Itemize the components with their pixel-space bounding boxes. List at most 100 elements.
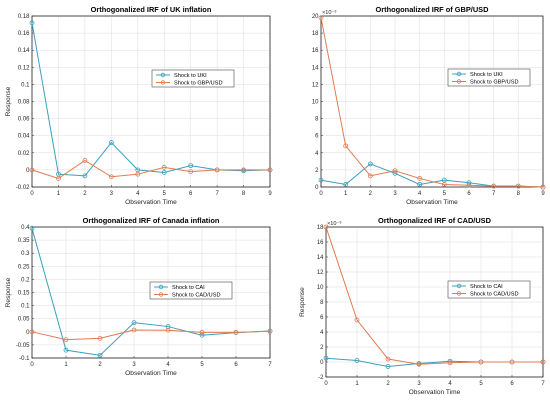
x-axis-label: Observation Time [409,389,461,396]
x-tick-label: 8 [242,191,246,197]
x-tick-label: 0 [319,191,323,197]
series-2 [318,15,546,190]
y-tick-label: 14 [312,65,319,71]
x-tick-label: 3 [393,191,397,197]
y-tick-label: 10 [317,285,324,291]
data-point [540,359,546,365]
series-2 [323,224,546,367]
data-point [417,182,423,187]
x-tick-label: 4 [136,191,140,197]
tick-labels: 0 1 2 3 4 5 6 7 8 9-0.0200.020.040.060.080.10.120… [16,14,273,197]
y-tick-label: 0.04 [18,134,30,140]
series-line [31,159,270,180]
y-tick-label: 0.3 [21,251,30,257]
data-point [447,360,453,366]
legend-marker [160,72,166,78]
chart-panel-1: 0 1 2 3 4 5 6 7 8 9-0.0200.020.040.060.080.10.120… [5,5,273,206]
legend-box [149,281,233,300]
x-tick-label: 1 [64,362,68,368]
y-tick-label: 20 [312,14,319,20]
y-tick-label: 0.1 [21,82,30,88]
legend-marker [456,79,462,84]
data-point [63,337,69,343]
x-tick-label: 2 [83,191,87,197]
y-tick-label: 0 [320,360,324,366]
x-tick-label: 1 [344,191,348,197]
y-tick-label: -0.02 [16,185,30,191]
y-tick-label: 6 [320,315,324,321]
data-point [165,327,171,333]
legend-box [447,68,531,87]
series-line [31,228,271,356]
data-point [241,167,246,173]
tick-labels: 0 1 2 3 4 5 6 7 -0.1 -0.05 0 0.05 0.1 0.15 0.2 0.25 0.3 0… [16,225,273,368]
x-tick-label: 3 [417,381,421,387]
data-point [131,327,137,333]
data-point [367,173,373,179]
data-point [540,184,546,190]
y-tick-label: 16 [312,48,319,54]
legend-entry: Shock to CAD/USD [172,293,221,299]
legend-entry: Shock to CAI [470,284,503,290]
x-tick-label: 4 [448,381,452,387]
y-tick-label: 0.25 [18,264,30,270]
chart-title: Orthogonalized IRF of GBP/USD [376,5,490,14]
data-point [515,183,521,189]
legend-marker [158,284,164,290]
y-tick-label: 0.18 [18,14,30,20]
x-tick-label: 2 [98,362,102,368]
y-tick-label: 18 [312,31,319,37]
x-tick-label: 5 [479,381,483,387]
x-tick-label: 6 [234,362,238,368]
data-point [108,140,114,145]
y-tick-label: 6 [315,134,319,140]
data-point [416,361,422,367]
y-tick-label: 12 [312,82,319,88]
y-tick-label: 10 [312,100,319,106]
x-tick-label: 0 [30,362,34,368]
series-line [320,17,544,188]
y-tick-label: 2 [315,168,319,174]
data-point [82,158,88,163]
x-tick-label: 7 [268,362,272,368]
legend: Shock to UKI Shock to GBP/USD [151,69,235,88]
data-point [318,15,324,21]
data-point [161,170,167,175]
legend-entry: Shock to UKI [174,73,207,79]
y-tick-label: 0.14 [18,48,30,54]
data-point [131,320,137,326]
y-tick-label: 0.16 [18,31,30,37]
x-tick-label: 7 [492,191,496,197]
x-axis-label: Observation Time [125,199,177,206]
legend-entry: Shock to GBP/USD [470,80,519,86]
data-point [491,183,497,189]
y-tick-label: 0.02 [18,151,30,157]
series-line [325,226,543,365]
legend-box [447,280,531,299]
y-tick-label: -2 [318,375,324,381]
x-tick-label: 2 [386,381,390,387]
y-axis-label: Response [5,277,12,307]
legend: Shock to UKI Shock to GBP/USD [447,68,531,87]
x-tick-label: 5 [163,191,167,197]
data-point [29,225,35,231]
x-tick-label: 9 [268,191,272,197]
legend-marker [160,80,166,85]
series-2 [29,327,273,343]
x-tick-label: 0 [30,191,34,197]
x-tick-label: 3 [132,362,136,368]
x-tick-label: 1 [57,191,61,197]
x-tick-label: 7 [541,381,545,387]
y-tick-label: 4 [315,151,319,157]
x-tick-label: 6 [189,191,193,197]
legend-box [151,69,235,88]
x-tick-label: 4 [418,191,422,197]
legend-marker [158,292,164,297]
x-tick-label: 1 [355,381,359,387]
data-point [161,164,167,170]
data-point [199,332,205,338]
data-point [392,170,398,176]
